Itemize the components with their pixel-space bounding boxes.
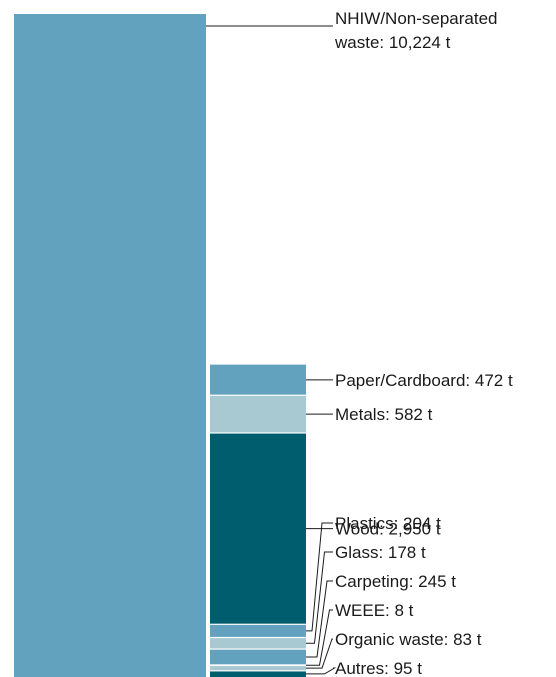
bar-segment-paper-cardboard — [210, 364, 306, 396]
bar-nhiw-non-separated-waste — [14, 14, 206, 677]
bar-layer — [14, 14, 306, 677]
bar-segment-wood — [210, 432, 306, 625]
label-layer: Paper/Cardboard: 472 t Metals: 582 t Wood:… — [334, 9, 513, 677]
leader-line-layer — [206, 25, 337, 675]
segment-divider — [210, 636, 306, 639]
bar-segment-organic-waste — [210, 665, 306, 671]
leader-line-organic-waste — [306, 638, 333, 669]
bar-segment-plastics — [210, 624, 306, 638]
label-plastics: Plastics: 204 t — [335, 514, 441, 533]
bar-segment-autres — [210, 670, 306, 677]
label-organic-waste: Organic waste: 83 t — [335, 630, 482, 649]
label-autres: Autres: 95 t — [335, 659, 422, 677]
label-weee: WEEE: 8 t — [335, 601, 414, 620]
leader-line-autres — [306, 667, 337, 675]
label-metals: Metals: 582 t — [335, 405, 433, 424]
bar-segment-carpeting — [210, 649, 306, 665]
label-wood: Wood: 2,950 t — [335, 520, 441, 539]
label-carpeting: Carpeting: 245 t — [335, 572, 456, 591]
leader-line-carpeting — [306, 580, 333, 658]
segment-divider — [210, 670, 306, 672]
label-nhiw-non-separated-waste-line-2: waste: 10,224 t — [334, 33, 451, 52]
bar-segment-glass — [210, 637, 306, 650]
leader-line-glass — [306, 551, 333, 644]
bar-segment-metals — [210, 395, 306, 433]
segment-divider — [210, 394, 306, 396]
label-glass: Glass: 178 t — [335, 543, 426, 562]
label-paper-cardboard: Paper/Cardboard: 472 t — [335, 371, 513, 390]
segment-divider — [210, 664, 306, 667]
segment-divider — [210, 432, 306, 434]
segment-divider — [210, 623, 306, 625]
leader-line-weee — [306, 609, 333, 666]
label-nhiw-non-separated-waste-line-1: NHIW/Non-separated — [335, 9, 498, 28]
segment-divider — [210, 648, 306, 650]
leader-line-plastics — [306, 522, 333, 632]
